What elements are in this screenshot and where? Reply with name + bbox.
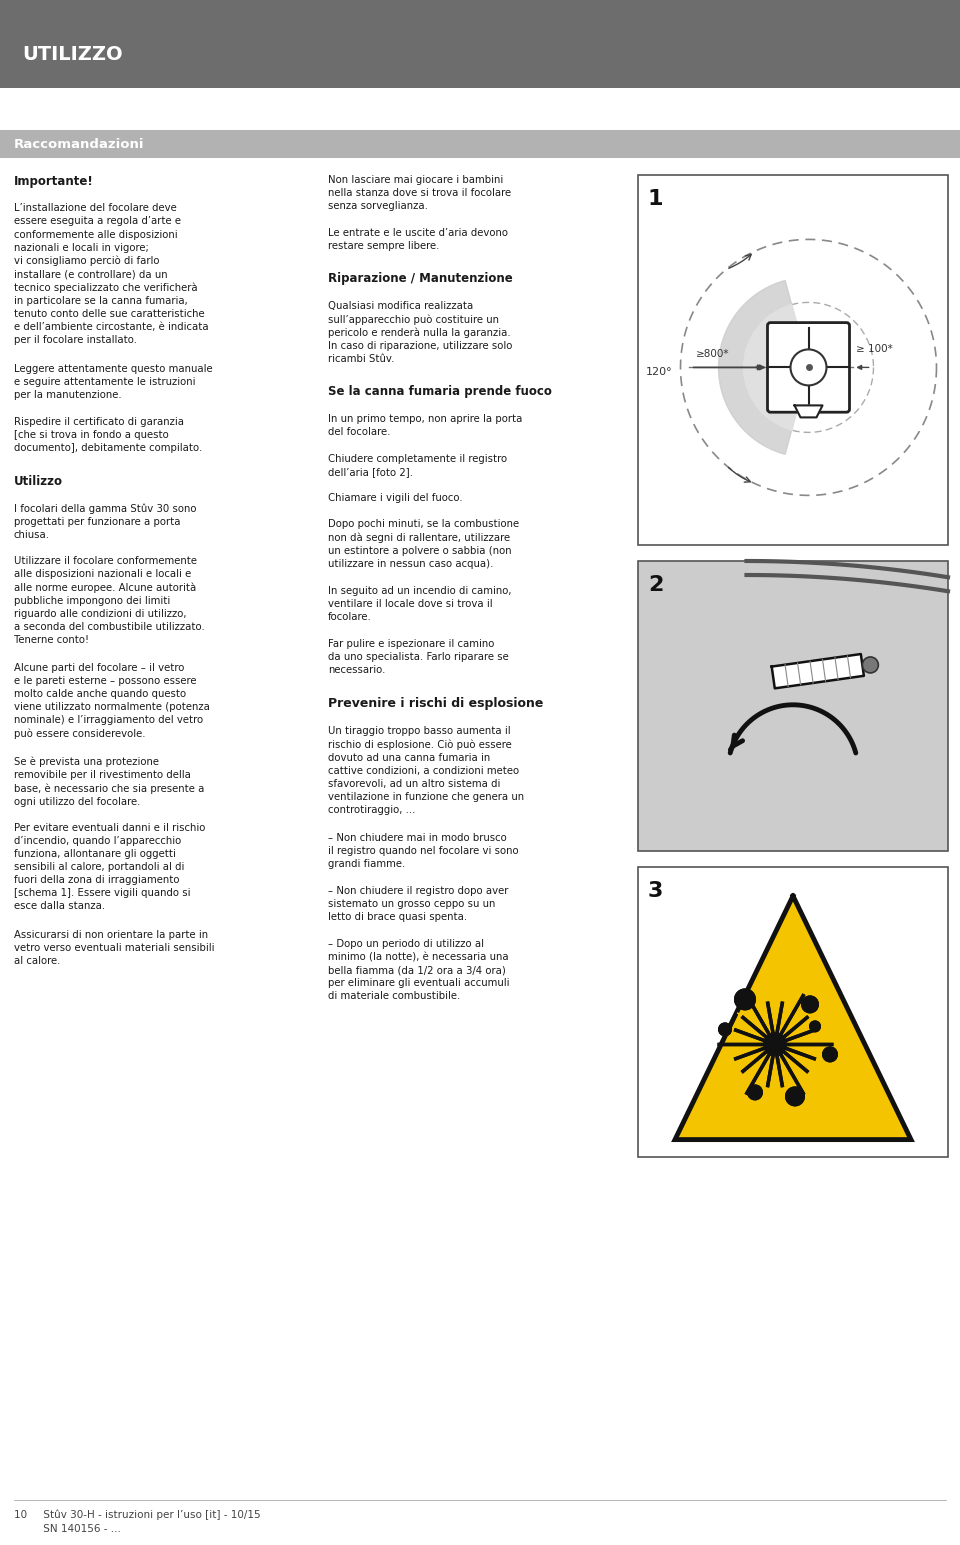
Circle shape (718, 1023, 732, 1037)
Text: Se la canna fumaria prende fuoco: Se la canna fumaria prende fuoco (328, 385, 552, 399)
Text: Un tiraggio troppo basso aumenta il
rischio di esplosione. Ciò può essere
dovuto: Un tiraggio troppo basso aumenta il risc… (328, 726, 524, 816)
Circle shape (809, 1020, 821, 1032)
Text: – Dopo un periodo di utilizzo al
minimo (la notte), è necessaria una
bella fiamm: – Dopo un periodo di utilizzo al minimo … (328, 939, 510, 1001)
Polygon shape (726, 997, 825, 1092)
Text: In un primo tempo, non aprire la porta
del focolare.: In un primo tempo, non aprire la porta d… (328, 414, 522, 437)
Text: Utilizzo: Utilizzo (14, 474, 63, 488)
Circle shape (785, 1086, 805, 1106)
Text: 3: 3 (648, 881, 663, 901)
Text: Per evitare eventuali danni e il rischio
d’incendio, quando l’apparecchio
funzio: Per evitare eventuali danni e il rischio… (14, 823, 205, 912)
Circle shape (809, 1020, 821, 1032)
Text: 1: 1 (648, 188, 663, 209)
Text: L’installazione del focolare deve
essere eseguita a regola d’arte e
conformement: L’installazione del focolare deve essere… (14, 204, 208, 345)
Circle shape (801, 995, 819, 1014)
Polygon shape (675, 896, 911, 1140)
Circle shape (822, 1046, 838, 1063)
Circle shape (822, 1046, 838, 1063)
Text: Rispedire il certificato di garanzia
[che si trova in fondo a questo
documento],: Rispedire il certificato di garanzia [ch… (14, 417, 203, 453)
Bar (0, 130, 960, 158)
Text: In seguito ad un incendio di camino,
ventilare il locale dove si trova il
focola: In seguito ad un incendio di camino, ven… (328, 586, 512, 623)
Circle shape (747, 1085, 763, 1100)
Bar (638, 175, 948, 545)
Text: Riparazione / Manutenzione: Riparazione / Manutenzione (328, 272, 513, 286)
Bar (0, 0, 960, 88)
Text: Dopo pochi minuti, se la combustione
non dà segni di rallentare, utilizzare
un e: Dopo pochi minuti, se la combustione non… (328, 519, 519, 569)
Circle shape (734, 989, 756, 1010)
Polygon shape (743, 304, 808, 430)
Circle shape (747, 1085, 763, 1100)
Text: Utilizzare il focolare conformemente
alle disposizioni nazionali e locali e
alle: Utilizzare il focolare conformemente all… (14, 556, 204, 646)
Polygon shape (795, 405, 823, 417)
Text: SN 140156 - ...: SN 140156 - ... (14, 1523, 121, 1534)
Text: Le entrate e le uscite d’aria devono
restare sempre libere.: Le entrate e le uscite d’aria devono res… (328, 229, 508, 252)
Text: Importante!: Importante! (14, 175, 94, 188)
Text: Non lasciare mai giocare i bambini
nella stanza dove si trova il focolare
senza : Non lasciare mai giocare i bambini nella… (328, 175, 511, 212)
Text: Chiamare i vigili del fuoco.: Chiamare i vigili del fuoco. (328, 493, 463, 504)
FancyBboxPatch shape (767, 323, 850, 413)
Text: – Non chiudere il registro dopo aver
sistemato un grosso ceppo su un
letto di br: – Non chiudere il registro dopo aver sis… (328, 887, 509, 922)
Text: Prevenire i rischi di esplosione: Prevenire i rischi di esplosione (328, 697, 543, 709)
Text: Se è prevista una protezione
removibile per il rivestimento della
base, è necess: Se è prevista una protezione removibile … (14, 757, 204, 806)
Polygon shape (772, 654, 864, 689)
Circle shape (718, 1023, 732, 1037)
Text: ≥800*: ≥800* (696, 349, 730, 360)
Text: Alcune parti del focolare – il vetro
e le pareti esterne – possono essere
molto : Alcune parti del focolare – il vetro e l… (14, 663, 210, 739)
Text: Raccomandazioni: Raccomandazioni (14, 138, 145, 150)
Text: – Non chiudere mai in modo brusco
il registro quando nel focolare vi sono
grandi: – Non chiudere mai in modo brusco il reg… (328, 833, 518, 870)
Circle shape (763, 1032, 787, 1057)
Text: Assicurarsi di non orientare la parte in
vetro verso eventuali materiali sensibi: Assicurarsi di non orientare la parte in… (14, 930, 214, 966)
Circle shape (734, 989, 756, 1010)
Text: ≥ 100*: ≥ 100* (856, 345, 893, 354)
Text: 2: 2 (648, 575, 663, 595)
Circle shape (801, 995, 819, 1014)
Text: I focolari della gamma Stûv 30 sono
progettati per funzionare a porta
chiusa.: I focolari della gamma Stûv 30 sono prog… (14, 504, 197, 539)
Bar (638, 867, 948, 1157)
Polygon shape (718, 281, 808, 454)
Text: Chiudere completamente il registro
dell’aria [foto 2].: Chiudere completamente il registro dell’… (328, 454, 507, 476)
Circle shape (785, 1086, 805, 1106)
Text: Leggere attentamente questo manuale
e seguire attentamente le istruzioni
per la : Leggere attentamente questo manuale e se… (14, 365, 212, 400)
Text: 120°: 120° (646, 368, 673, 377)
Circle shape (790, 349, 827, 385)
Text: UTILIZZO: UTILIZZO (22, 45, 123, 63)
Circle shape (769, 328, 849, 408)
Text: 10     Stûv 30-H - istruzioni per l’uso [it] - 10/15: 10 Stûv 30-H - istruzioni per l’uso [it]… (14, 1509, 260, 1520)
Bar (638, 561, 948, 851)
Text: Qualsiasi modifica realizzata
sull’apparecchio può costituire un
pericolo e rend: Qualsiasi modifica realizzata sull’appar… (328, 301, 513, 365)
Circle shape (862, 657, 878, 674)
Text: Far pulire e ispezionare il camino
da uno specialista. Farlo riparare se
necessa: Far pulire e ispezionare il camino da un… (328, 640, 509, 675)
